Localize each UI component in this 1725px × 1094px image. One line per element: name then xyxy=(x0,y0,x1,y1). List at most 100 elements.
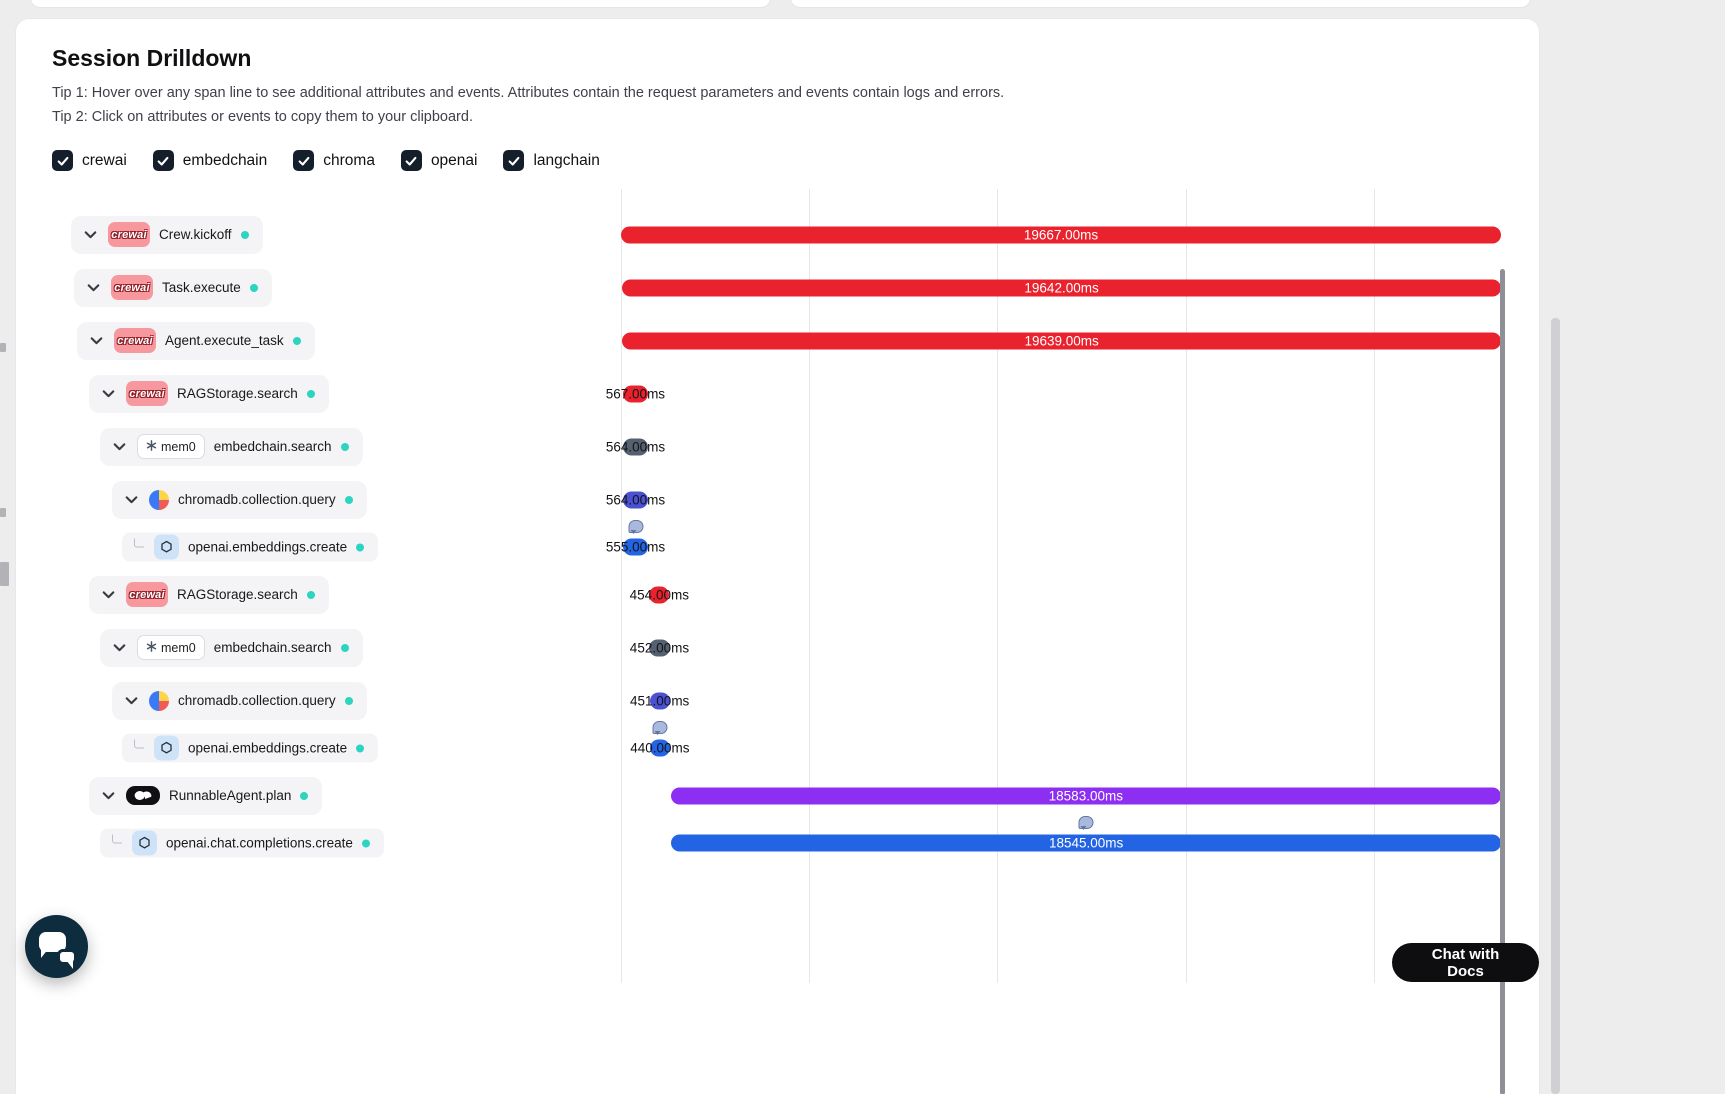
span-duration-label: 19639.00ms xyxy=(1024,333,1099,348)
span-name: openai.embeddings.create xyxy=(188,539,348,555)
chat-widget-button[interactable] xyxy=(25,915,88,978)
chat-with-docs-button[interactable]: Chat with Docs xyxy=(1392,943,1539,982)
chevron-down-icon[interactable] xyxy=(100,586,117,603)
trace-scrollbar[interactable] xyxy=(1500,269,1505,1094)
span-label-pill[interactable]: crewai Crew.kickoff xyxy=(71,215,263,254)
span-name: openai.chat.completions.create xyxy=(166,835,353,851)
span-duration-label: 564.00ms xyxy=(605,492,666,507)
crewai-logo-icon: crewai xyxy=(111,275,153,300)
span-bar-zone: 440.00ms xyxy=(621,721,1501,769)
trace-row: mem0 embedchain.search 452.00ms xyxy=(16,621,1539,674)
span-label-pill[interactable]: mem0 embedchain.search xyxy=(100,427,363,466)
timeline-gridlines xyxy=(621,189,1501,983)
left-edge-artifact xyxy=(0,508,6,517)
span-bar-zone: 564.00ms xyxy=(606,473,1501,526)
mem0-asterisk-icon xyxy=(146,438,157,456)
event-bubble-icon[interactable] xyxy=(1078,816,1094,830)
tip-2: Tip 2: Click on attributes or events to … xyxy=(52,109,473,125)
span-duration-label: 452.00ms xyxy=(629,640,690,655)
span-bar[interactable] xyxy=(650,739,670,757)
span-label-pill[interactable]: chromadb.collection.query xyxy=(112,480,367,519)
span-name: RAGStorage.search xyxy=(177,386,298,401)
span-bar[interactable] xyxy=(671,834,1501,852)
filter-checkbox-langchain[interactable]: langchain xyxy=(503,150,600,171)
trace-row: crewai RAGStorage.search 454.00ms xyxy=(16,568,1539,621)
chroma-logo-icon xyxy=(149,690,169,711)
trace-rows: crewai Crew.kickoff 19667.00ms crewai Task.e… xyxy=(16,189,1539,864)
status-dot xyxy=(306,590,315,599)
span-name: chromadb.collection.query xyxy=(178,492,336,507)
filter-checkbox-openai[interactable]: openai xyxy=(400,150,478,171)
status-dot xyxy=(340,442,349,451)
span-bar[interactable] xyxy=(622,279,1501,296)
mem0-logo-text: mem0 xyxy=(161,640,196,655)
chroma-logo-icon xyxy=(149,489,169,510)
span-label-pill[interactable]: openai.embeddings.create xyxy=(122,733,379,763)
span-bar-zone: 452.00ms xyxy=(621,621,1501,674)
filter-checkbox-crewai[interactable]: crewai xyxy=(52,150,127,171)
mem0-logo-icon: mem0 xyxy=(137,434,205,459)
span-bar-zone: 564.00ms xyxy=(606,420,1501,473)
chevron-down-icon[interactable] xyxy=(100,385,117,402)
span-bar-zone: 567.00ms xyxy=(606,367,1501,420)
mem0-logo-icon: mem0 xyxy=(137,635,205,660)
span-bar[interactable] xyxy=(670,787,1501,804)
status-dot xyxy=(249,283,258,292)
span-bar[interactable] xyxy=(622,332,1501,349)
trace-row: crewai RAGStorage.search 567.00ms xyxy=(16,367,1539,420)
span-duration-label: 18545.00ms xyxy=(1049,835,1124,851)
session-drilldown-card: Session Drilldown Tip 1: Hover over any … xyxy=(15,18,1540,1094)
span-duration-label: 18583.00ms xyxy=(1048,788,1123,803)
chevron-down-icon[interactable] xyxy=(88,332,105,349)
span-bar[interactable] xyxy=(623,538,648,556)
tip-1: Tip 1: Hover over any span line to see a… xyxy=(52,85,1005,101)
span-name: chromadb.collection.query xyxy=(178,693,336,708)
page-scrollbar-thumb[interactable] xyxy=(1551,318,1560,1094)
filter-checkbox-embedchain[interactable]: embedchain xyxy=(152,150,267,171)
chevron-down-icon[interactable] xyxy=(100,787,117,804)
filter-label: openai xyxy=(430,151,478,169)
span-bar[interactable] xyxy=(622,491,649,508)
chevron-down-icon[interactable] xyxy=(123,491,140,508)
span-label-pill[interactable]: crewai RAGStorage.search xyxy=(89,374,329,413)
span-label-pill[interactable]: openai.embeddings.create xyxy=(122,532,379,562)
filter-label: chroma xyxy=(323,151,375,169)
span-label-pill[interactable]: chromadb.collection.query xyxy=(112,681,367,720)
span-duration-label: 567.00ms xyxy=(605,386,666,401)
span-bar[interactable] xyxy=(622,438,649,455)
timeline-gridline xyxy=(1374,189,1375,983)
span-bar-zone: 454.00ms xyxy=(621,568,1501,621)
span-bar-zone: 19667.00ms xyxy=(621,208,1501,261)
span-label-pill[interactable]: mem0 embedchain.search xyxy=(100,628,363,667)
span-label-pill[interactable]: crewai Task.execute xyxy=(74,268,272,307)
filter-checkbox-chroma[interactable]: chroma xyxy=(293,150,375,171)
filter-label: crewai xyxy=(82,151,127,169)
checkbox-checked-icon xyxy=(400,150,422,171)
chevron-down-icon[interactable] xyxy=(123,692,140,709)
span-bar[interactable] xyxy=(622,385,649,402)
span-bar[interactable] xyxy=(649,586,670,603)
span-bar[interactable] xyxy=(649,639,670,656)
openai-logo-icon xyxy=(132,830,157,856)
status-dot xyxy=(292,336,301,345)
span-bar[interactable] xyxy=(621,226,1501,243)
openai-logo-icon xyxy=(154,735,179,761)
chevron-down-icon[interactable] xyxy=(111,438,128,455)
trace-row: crewai Crew.kickoff 19667.00ms xyxy=(16,208,1539,261)
checkbox-checked-icon xyxy=(503,150,525,171)
checkbox-checked-icon xyxy=(52,150,73,171)
span-label-pill[interactable]: crewai Agent.execute_task xyxy=(77,321,315,360)
trace-waterfall: crewai Crew.kickoff 19667.00ms crewai Task.e… xyxy=(16,189,1539,983)
timeline-gridline xyxy=(997,189,998,983)
trace-row: openai.chat.completions.create 18545.00ms xyxy=(16,816,1539,864)
left-edge-artifact xyxy=(0,343,6,352)
chevron-down-icon[interactable] xyxy=(82,226,99,243)
span-label-pill[interactable]: crewai RAGStorage.search xyxy=(89,575,329,614)
chevron-down-icon[interactable] xyxy=(111,639,128,656)
chevron-down-icon[interactable] xyxy=(85,279,102,296)
span-label-pill[interactable]: openai.chat.completions.create xyxy=(100,828,384,858)
span-bar[interactable] xyxy=(649,692,670,709)
span-label-pill[interactable]: RunnableAgent.plan xyxy=(89,776,323,815)
event-bubble-icon[interactable] xyxy=(628,520,644,534)
event-bubble-icon[interactable] xyxy=(652,721,668,735)
